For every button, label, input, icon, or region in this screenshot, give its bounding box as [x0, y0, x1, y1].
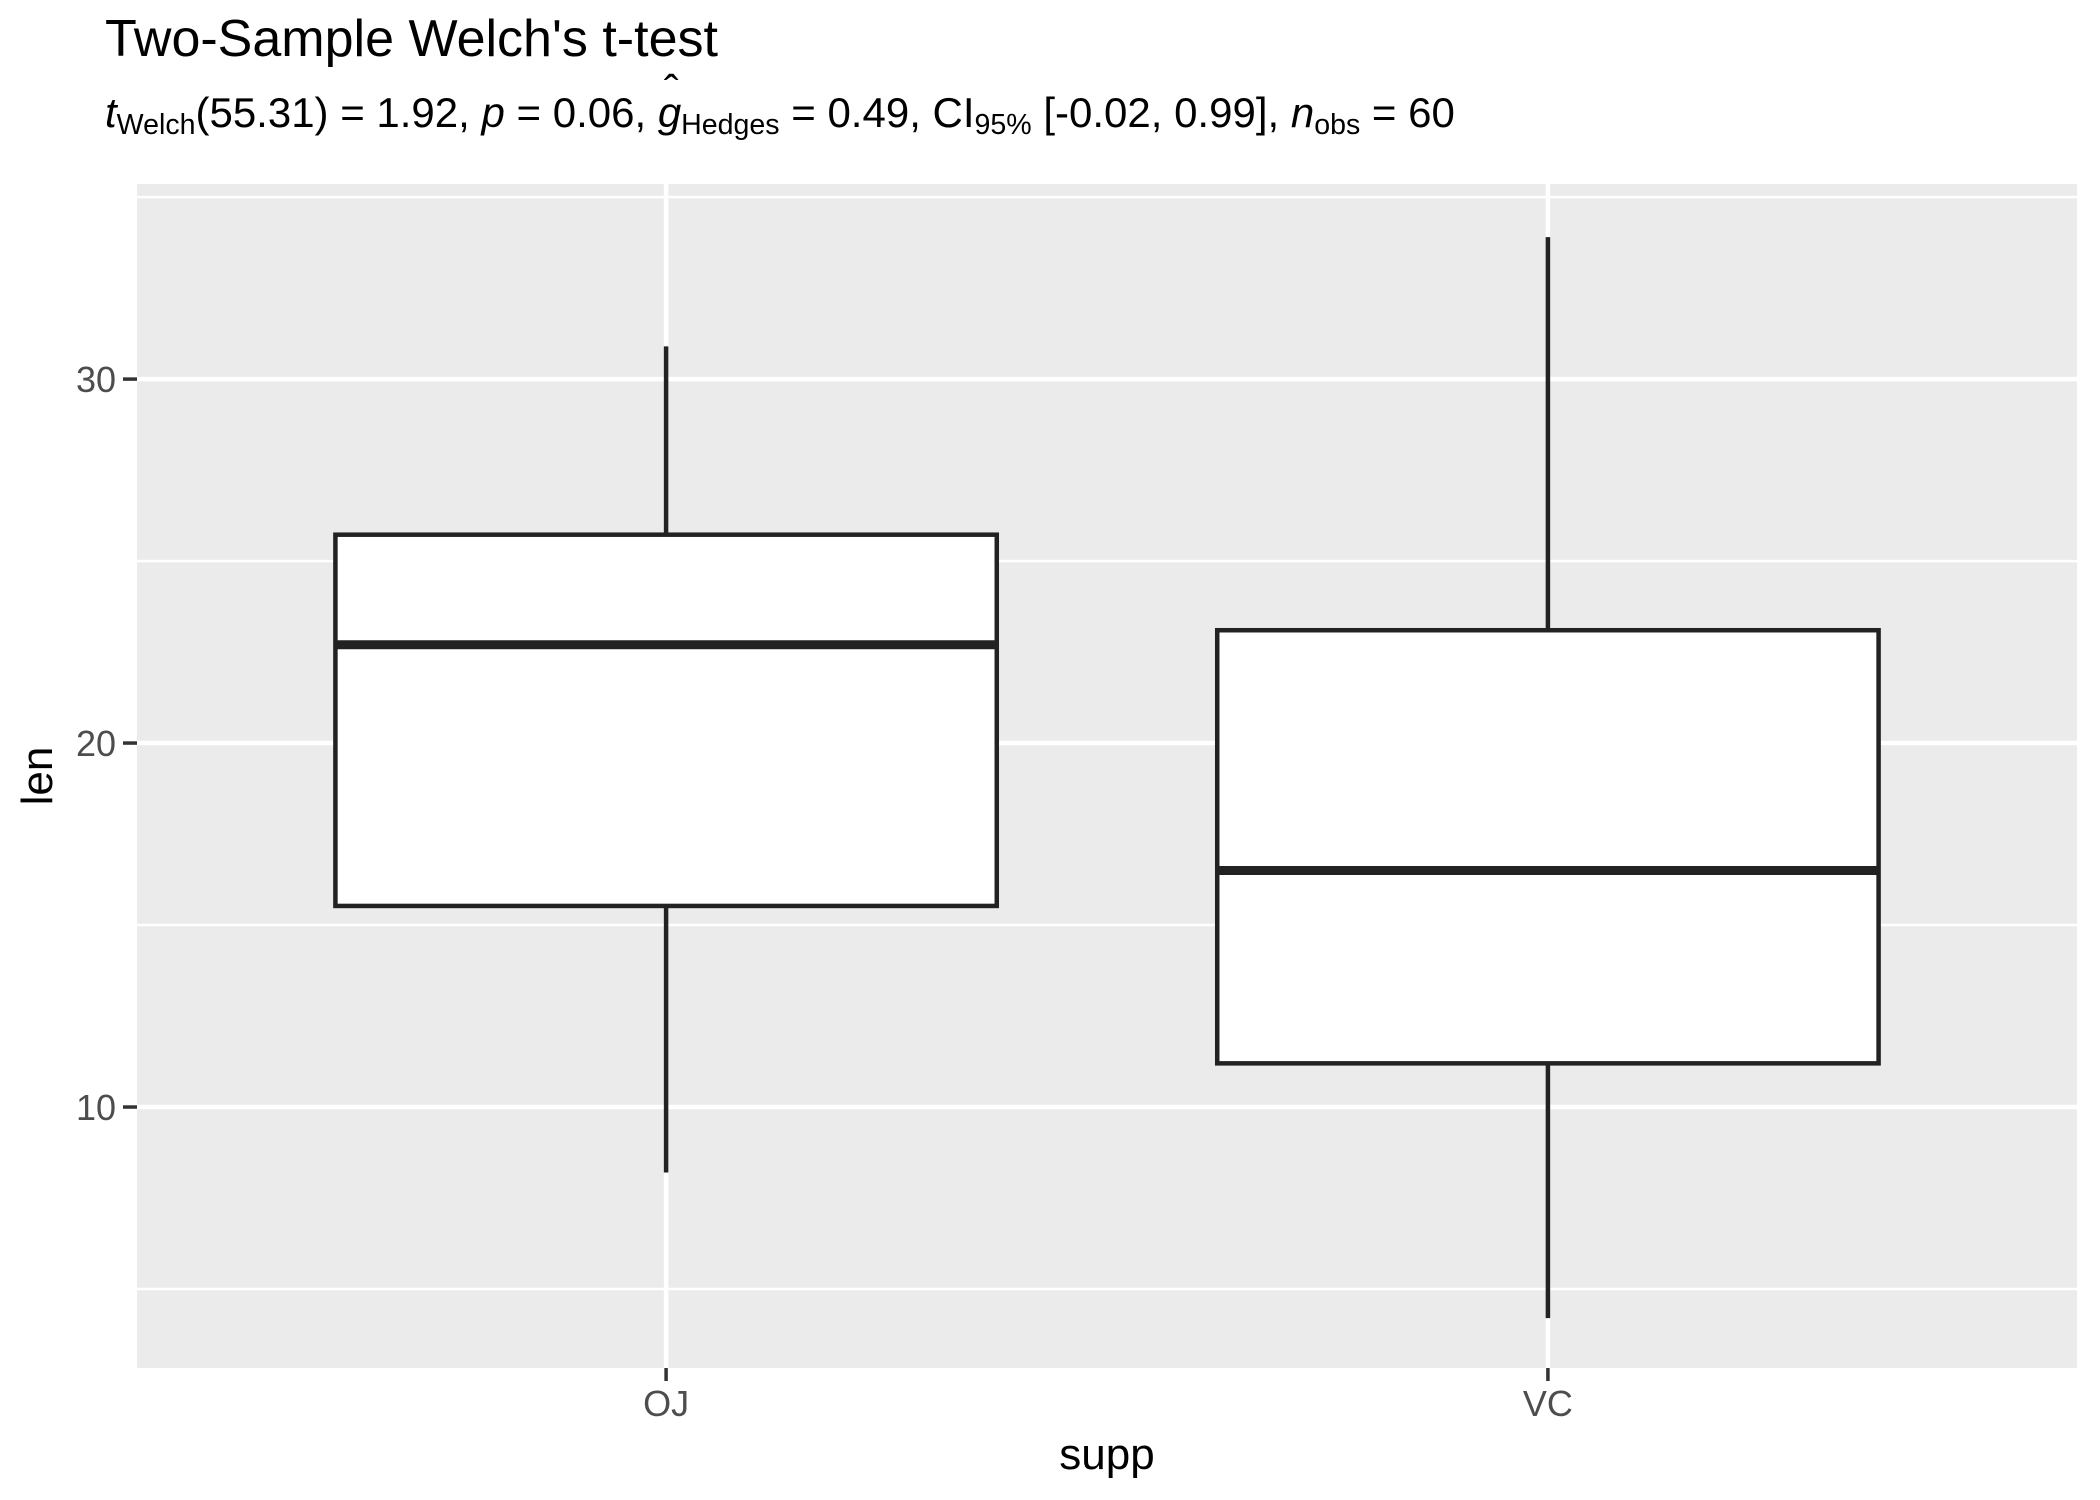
y-tick-label-10: 10: [76, 1087, 116, 1128]
x-axis-title: supp: [1059, 1430, 1154, 1479]
plot-subtitle-stats: tWelch(55.31) = 1.92, p = 0.06, ˆ gHedges…: [105, 67, 1455, 141]
x-tick-label-vc: VC: [1523, 1383, 1573, 1424]
plot-title: Two-Sample Welch's t-test: [105, 10, 718, 68]
box-oj: [333, 532, 1000, 909]
hat-accent: ˆ: [664, 67, 679, 117]
y-axis-title: len: [13, 747, 62, 806]
box-vc: [1214, 627, 1881, 1066]
x-tick-label-oj: OJ: [643, 1383, 689, 1424]
y-tick-label-30: 30: [76, 359, 116, 400]
y-tick-label-20: 20: [76, 723, 116, 764]
